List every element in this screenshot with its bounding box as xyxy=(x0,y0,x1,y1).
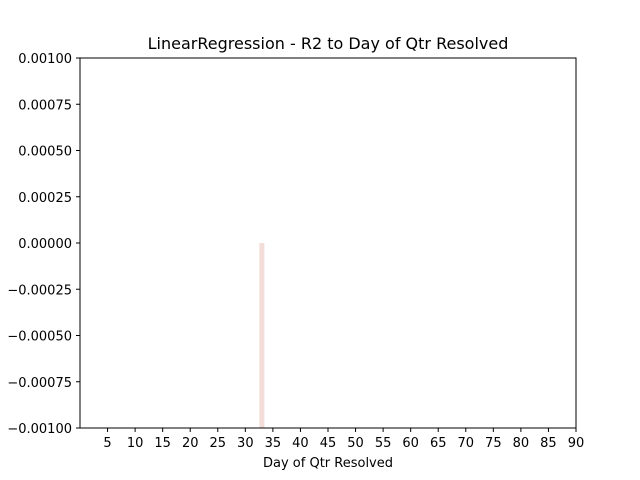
y-tick-label-5: −0.00025 xyxy=(7,283,72,298)
y-tick-label-8: −0.00100 xyxy=(7,422,72,437)
y-axis: 0.00100 0.00075 0.00050 0.00025 0.00000 −0.00… xyxy=(7,52,80,437)
x-axis-label: Day of Qtr Resolved xyxy=(263,456,393,471)
x-tick-label-16: 85 xyxy=(540,436,557,451)
x-tick-label-2: 15 xyxy=(154,436,171,451)
x-tick-label-7: 40 xyxy=(292,436,309,451)
y-tick-label-2: 0.00050 xyxy=(18,145,72,160)
x-tick-label-17: 90 xyxy=(568,436,585,451)
x-tick-label-15: 80 xyxy=(513,436,530,451)
y-tick-label-7: −0.00075 xyxy=(7,376,72,391)
bar-0 xyxy=(259,243,265,428)
y-tick-label-4: 0.00000 xyxy=(18,237,72,252)
x-tick-label-10: 55 xyxy=(375,436,392,451)
x-tick-label-13: 70 xyxy=(458,436,475,451)
x-tick-label-12: 65 xyxy=(430,436,447,451)
x-tick-label-0: 5 xyxy=(103,436,111,451)
bars-layer xyxy=(259,243,265,428)
plot-frame xyxy=(79,57,577,429)
y-tick-label-3: 0.00025 xyxy=(18,191,72,206)
x-tick-label-3: 20 xyxy=(182,436,199,451)
x-tick-label-8: 45 xyxy=(320,436,337,451)
x-tick-label-5: 30 xyxy=(237,436,254,451)
x-tick-label-14: 75 xyxy=(485,436,502,451)
x-tick-label-4: 25 xyxy=(210,436,227,451)
x-tick-label-9: 50 xyxy=(347,436,364,451)
y-tick-label-0: 0.00100 xyxy=(18,52,72,67)
y-tick-label-6: −0.00050 xyxy=(7,330,72,345)
x-tick-label-1: 10 xyxy=(127,436,144,451)
chart-title: LinearRegression - R2 to Day of Qtr Reso… xyxy=(148,34,509,53)
x-axis: 5 10 15 20 25 30 35 40 45 50 55 60 65 70 75 80 85 90 xyxy=(103,428,584,451)
x-tick-label-6: 35 xyxy=(265,436,282,451)
y-tick-label-1: 0.00075 xyxy=(18,98,72,113)
x-tick-label-11: 60 xyxy=(402,436,419,451)
